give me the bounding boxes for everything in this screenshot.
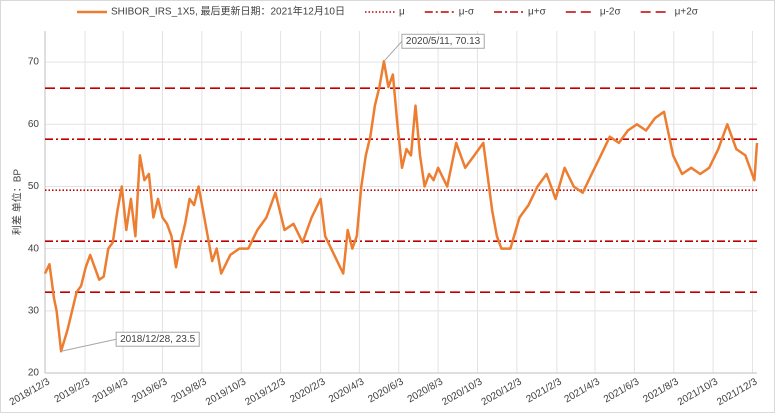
annotation-label: 2020/5/11, 70.13 <box>406 36 481 47</box>
y-tick-label: 30 <box>28 305 40 316</box>
annotation-leader <box>61 338 117 352</box>
y-tick-label: 40 <box>28 243 40 254</box>
annotation-box <box>401 33 485 49</box>
annotation-leader <box>383 40 403 62</box>
data-line <box>43 60 759 353</box>
y-tick-label: 50 <box>28 181 40 192</box>
legend-label: μ-σ <box>459 7 475 18</box>
y-tick-label: 70 <box>28 57 40 68</box>
annotation-label: 2018/12/28, 23.5 <box>120 334 196 345</box>
legend-label: μ-2σ <box>600 7 622 18</box>
legend-label: SHIBOR_IRS_1X5, 最后更新日期：2021年12月10日 <box>111 5 345 18</box>
annotation-box <box>115 331 200 347</box>
legend-label: μ+σ <box>528 7 547 18</box>
y-tick-label: 60 <box>28 119 40 130</box>
y-axis-label: 利差 单位：BP <box>11 169 24 235</box>
y-tick-label: 20 <box>28 368 40 379</box>
legend-label: μ <box>399 7 405 18</box>
legend-label: μ+2σ <box>675 7 699 18</box>
